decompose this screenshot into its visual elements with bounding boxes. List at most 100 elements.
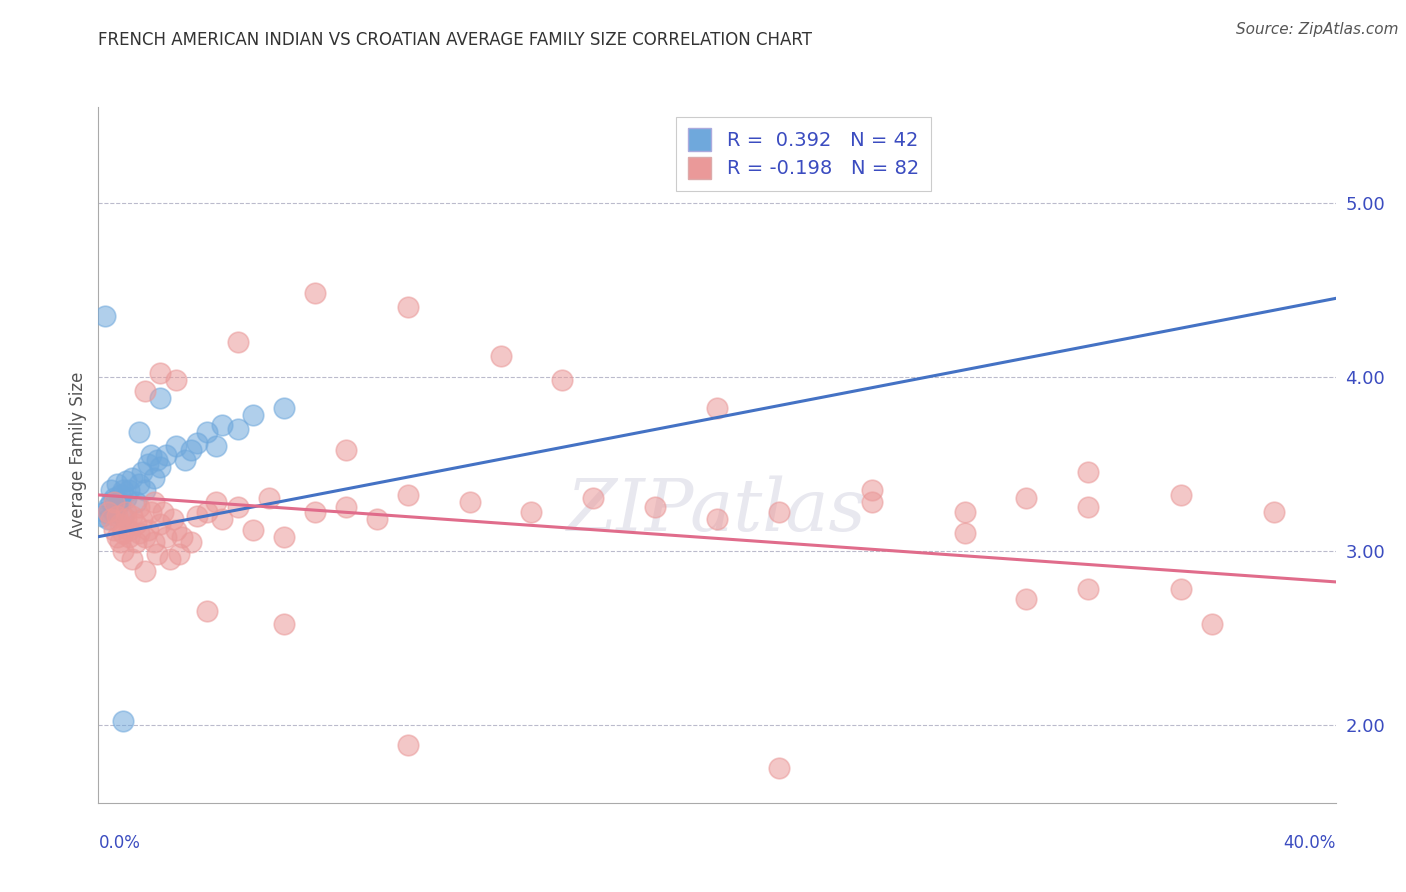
Point: [1077, 500, 1099, 515]
Point: [211, 418, 233, 433]
Point: [100, 512, 122, 526]
Point: [706, 401, 728, 415]
Point: [136, 457, 159, 471]
Point: [180, 442, 202, 457]
Point: [118, 530, 141, 544]
Point: [1015, 491, 1038, 506]
Point: [165, 523, 187, 537]
Point: [108, 517, 131, 532]
Point: [134, 384, 156, 398]
Point: [115, 474, 138, 488]
Point: [105, 530, 128, 544]
Point: [143, 535, 166, 549]
Point: [108, 488, 131, 502]
Point: [128, 526, 150, 541]
Point: [180, 535, 202, 549]
Point: [335, 442, 357, 457]
Point: [105, 500, 128, 515]
Text: FRENCH AMERICAN INDIAN VS CROATIAN AVERAGE FAMILY SIZE CORRELATION CHART: FRENCH AMERICAN INDIAN VS CROATIAN AVERA…: [98, 31, 813, 49]
Point: [124, 517, 146, 532]
Point: [273, 530, 295, 544]
Point: [582, 491, 605, 506]
Point: [304, 286, 326, 301]
Point: [520, 505, 543, 519]
Point: [108, 495, 131, 509]
Point: [165, 373, 187, 387]
Point: [458, 495, 481, 509]
Point: [103, 505, 125, 519]
Legend: R =  0.392   N = 42, R = -0.198   N = 82: R = 0.392 N = 42, R = -0.198 N = 82: [676, 117, 931, 191]
Point: [273, 616, 295, 631]
Point: [118, 523, 141, 537]
Point: [149, 391, 172, 405]
Point: [195, 425, 218, 440]
Point: [768, 761, 790, 775]
Point: [170, 530, 193, 544]
Point: [304, 505, 326, 519]
Point: [644, 500, 666, 515]
Point: [211, 512, 233, 526]
Point: [1263, 505, 1285, 519]
Text: Source: ZipAtlas.com: Source: ZipAtlas.com: [1236, 22, 1399, 37]
Point: [396, 488, 419, 502]
Point: [159, 552, 181, 566]
Point: [93, 505, 115, 519]
Point: [768, 505, 790, 519]
Point: [128, 477, 150, 491]
Point: [195, 505, 218, 519]
Point: [155, 530, 177, 544]
Point: [174, 453, 197, 467]
Point: [112, 526, 135, 541]
Point: [149, 460, 172, 475]
Point: [489, 349, 512, 363]
Point: [112, 508, 135, 523]
Point: [165, 439, 187, 453]
Point: [134, 530, 156, 544]
Point: [226, 422, 249, 436]
Point: [97, 500, 120, 515]
Point: [121, 470, 143, 484]
Point: [226, 334, 249, 349]
Point: [186, 435, 208, 450]
Point: [108, 535, 131, 549]
Point: [103, 491, 125, 506]
Point: [115, 505, 138, 519]
Point: [93, 309, 115, 323]
Point: [186, 508, 208, 523]
Point: [205, 439, 228, 453]
Point: [396, 739, 419, 753]
Point: [366, 512, 388, 526]
Point: [134, 483, 156, 497]
Point: [115, 491, 138, 506]
Point: [115, 512, 138, 526]
Text: ZIPatlas: ZIPatlas: [567, 475, 868, 546]
Point: [195, 605, 218, 619]
Point: [1077, 466, 1099, 480]
Point: [396, 300, 419, 314]
Point: [134, 565, 156, 579]
Point: [706, 512, 728, 526]
Point: [167, 547, 190, 561]
Point: [860, 483, 883, 497]
Point: [242, 523, 264, 537]
Point: [97, 505, 120, 519]
Point: [128, 425, 150, 440]
Point: [143, 495, 166, 509]
Point: [124, 495, 146, 509]
Point: [860, 495, 883, 509]
Point: [112, 543, 135, 558]
Point: [131, 466, 153, 480]
Point: [953, 526, 976, 541]
Point: [551, 373, 574, 387]
Point: [103, 523, 125, 537]
Point: [149, 366, 172, 380]
Point: [100, 483, 122, 497]
Point: [1201, 616, 1223, 631]
Point: [257, 491, 280, 506]
Point: [953, 505, 976, 519]
Point: [146, 453, 169, 467]
Text: 0.0%: 0.0%: [98, 834, 141, 852]
Point: [155, 448, 177, 462]
Point: [226, 500, 249, 515]
Point: [273, 401, 295, 415]
